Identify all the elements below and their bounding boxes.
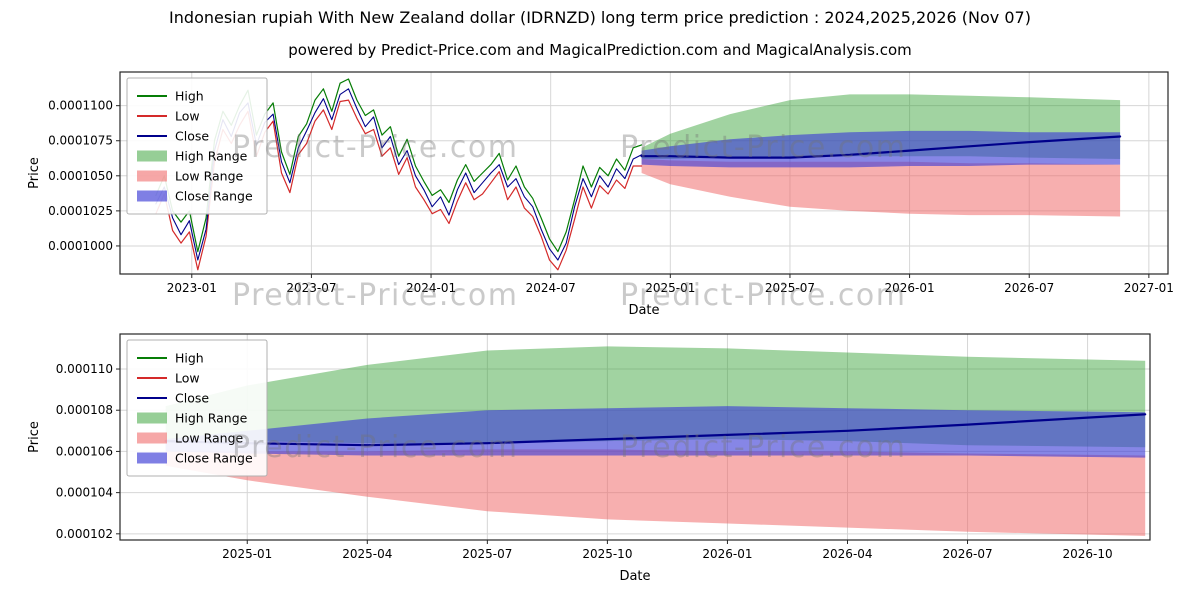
low-range-band: [641, 159, 1121, 217]
x-tick-label: 2025-01: [645, 281, 695, 295]
plot-border: [119, 71, 1169, 275]
legend-label: Close Range: [175, 451, 253, 466]
legend-swatch: [137, 190, 167, 202]
x-tick-label: 2027-01: [1124, 281, 1174, 295]
legend-label: Low: [175, 371, 200, 386]
x-tick-label: 2025-07: [765, 281, 815, 295]
x-tick-label: 2025-10: [582, 547, 632, 561]
legend-label: High Range: [175, 411, 248, 426]
legend-label: High Range: [175, 149, 248, 164]
legend-label: Low Range: [175, 169, 244, 184]
low-range-band: [165, 449, 1146, 536]
plot-area: [164, 346, 1147, 536]
legend-swatch: [137, 452, 167, 464]
legend-label: High: [175, 89, 204, 104]
legend-swatch: [137, 432, 167, 444]
y-tick-label: 0.000106: [56, 444, 113, 458]
y-axis-label: Price: [27, 421, 42, 453]
x-tick-label: 2025-04: [342, 547, 392, 561]
x-tick-label: 2026-07: [1004, 281, 1054, 295]
forecast-close-line: [164, 413, 1147, 447]
legend-label: Close Range: [175, 189, 253, 204]
x-tick-label: 2025-01: [222, 547, 272, 561]
legend-swatch: [137, 170, 167, 182]
legend-label: Close: [175, 129, 209, 144]
x-tick-label: 2024-07: [526, 281, 576, 295]
x-tick-label: 2026-07: [942, 547, 992, 561]
y-tick-label: 0.000102: [56, 527, 113, 541]
y-tick-label: 0.0001050: [48, 169, 113, 183]
plot-area: [155, 78, 1122, 271]
forecast-close-line: [640, 135, 1122, 159]
page-title: Indonesian rupiah With New Zealand dolla…: [169, 8, 1031, 27]
x-tick-label: 2026-01: [702, 547, 752, 561]
history-forecast-chart: 2023-01 2023-07 2024-01 2024-07 2025-01 2025-…: [27, 71, 1174, 318]
y-tick-label: 0.0001025: [48, 204, 113, 218]
x-tick-label: 2023-01: [167, 281, 217, 295]
x-tick-label: 2026-04: [822, 547, 872, 561]
legend-swatch: [137, 412, 167, 424]
legend-swatch: [137, 150, 167, 162]
axis-ticks: 2025-01 2025-04 2025-07 2025-10 2026-01 2026-…: [56, 362, 1113, 561]
x-tick-label: 2023-07: [286, 281, 336, 295]
page-subtitle: powered by Predict-Price.com and Magical…: [288, 41, 912, 59]
legend-label: Low Range: [175, 431, 244, 446]
x-tick-label: 2025-07: [462, 547, 512, 561]
y-tick-label: 0.0001000: [48, 239, 113, 253]
x-tick-label: 2026-01: [885, 281, 935, 295]
legend-label: Low: [175, 109, 200, 124]
y-tick-label: 0.000110: [56, 362, 113, 376]
x-axis-label: Date: [628, 303, 659, 318]
x-tick-label: 2026-10: [1063, 547, 1113, 561]
legend: High Low Close High Range Low Range Close Ran…: [126, 77, 268, 215]
x-tick-label: 2024-01: [406, 281, 456, 295]
y-tick-label: 0.000104: [56, 486, 113, 500]
axis-ticks: 2023-01 2023-07 2024-01 2024-07 2025-01 2025-…: [48, 99, 1174, 295]
legend: High Low Close High Range Low Range Close Ran…: [126, 339, 268, 477]
plot-border: [119, 333, 1151, 541]
legend-label: Close: [175, 391, 209, 406]
legend-label: High: [175, 351, 204, 366]
y-tick-label: 0.0001075: [48, 134, 113, 148]
y-tick-label: 0.0001100: [48, 99, 113, 113]
forecast-detail-chart: 2025-01 2025-04 2025-07 2025-10 2026-01 2026-…: [27, 333, 1151, 584]
y-axis-label: Price: [27, 157, 42, 189]
y-tick-label: 0.000108: [56, 403, 113, 417]
x-axis-label: Date: [619, 569, 650, 584]
